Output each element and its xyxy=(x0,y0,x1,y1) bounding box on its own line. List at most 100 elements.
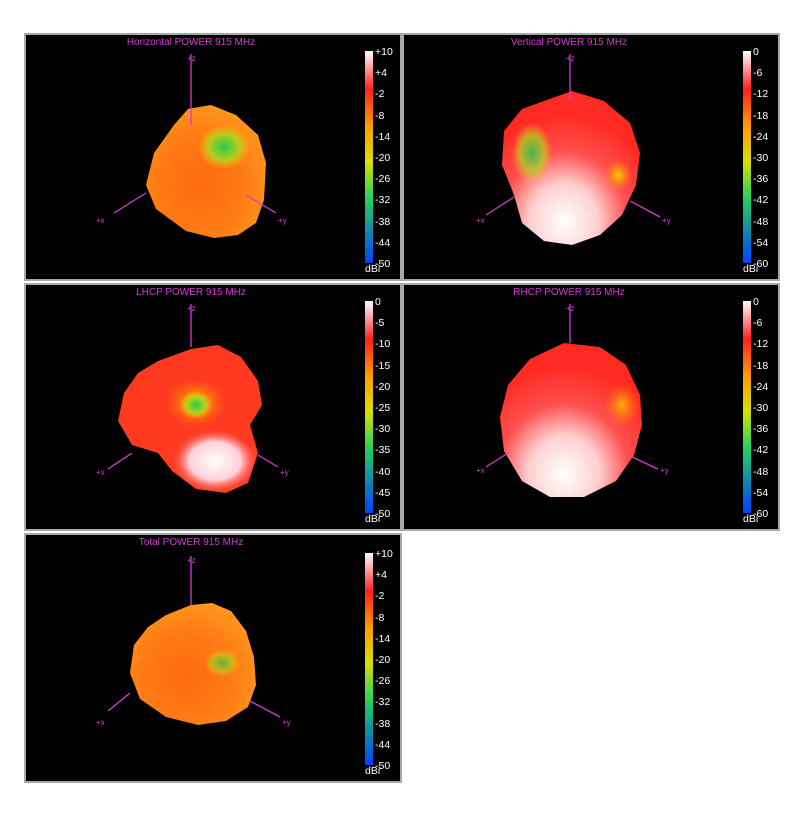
panel-title: RHCP POWER 915 MHz xyxy=(513,287,625,298)
panel-title: Horizontal POWER 915 MHz xyxy=(126,37,256,48)
scale-tick: -42 xyxy=(753,444,769,456)
horizontal-power-panel: +z +x +y Horizontal POWER 915 MHz +10 +4… xyxy=(24,33,402,281)
scale-tick: -36 xyxy=(753,423,769,435)
scale-tick: -50 xyxy=(375,258,391,270)
scale-tick: -24 xyxy=(753,131,769,143)
scale-tick: -54 xyxy=(753,237,769,249)
color-scale-ticks: +10 +4 -2 -8 -14 -20 -26 -32 -38 -44 -50 xyxy=(375,549,400,772)
scale-tick: -8 xyxy=(375,612,385,624)
scale-tick: -50 xyxy=(375,760,391,772)
horizontal-radiation-pattern xyxy=(146,105,266,238)
color-scale-ticks: 0 -6 -12 -18 -24 -30 -36 -42 -48 -54 -60 xyxy=(753,47,778,270)
x-axis-label: +x xyxy=(96,718,105,727)
z-axis-label: +z xyxy=(566,304,575,313)
scale-tick: -26 xyxy=(375,675,391,687)
y-axis-label: +y xyxy=(280,468,289,477)
scale-tick: 0 xyxy=(375,296,381,308)
z-axis-label: +z xyxy=(187,304,196,313)
scale-tick: -48 xyxy=(753,216,769,228)
rhcp-power-panel: +z +x +y RHCP POWER 915 MHz 0 -6 -12 -18… xyxy=(402,283,780,531)
scale-tick: -38 xyxy=(375,718,391,730)
scale-tick: -60 xyxy=(753,508,769,520)
panel-title: Total POWER 915 MHz xyxy=(138,537,244,548)
scale-tick: 0 xyxy=(753,296,759,308)
scale-tick: -44 xyxy=(375,739,391,751)
color-scale-bar xyxy=(365,301,373,513)
scale-tick: -38 xyxy=(375,216,391,228)
scale-unit: dBi xyxy=(365,765,381,777)
scale-unit: dBi xyxy=(743,513,759,525)
y-axis-label: +y xyxy=(278,216,287,225)
scale-tick: -45 xyxy=(375,487,391,499)
x-axis-label: +x xyxy=(96,216,105,225)
scale-tick: -2 xyxy=(375,590,385,602)
scale-tick: -42 xyxy=(753,194,769,206)
scale-tick: -60 xyxy=(753,258,769,270)
scale-tick: -35 xyxy=(375,444,391,456)
total-power-panel: +z +x +y Total POWER 915 MHz +10 +4 -2 -… xyxy=(24,533,402,783)
scale-tick: -6 xyxy=(753,67,763,79)
color-scale-bar xyxy=(743,51,751,263)
scale-tick: -12 xyxy=(753,88,769,100)
color-scale-bar xyxy=(365,553,373,765)
scale-tick: -26 xyxy=(375,173,391,185)
lhcp-power-panel: +z +x +y LHCP POWER 915 MHz 0 -5 -10 -15… xyxy=(24,283,402,531)
scale-tick: +4 xyxy=(375,67,387,79)
scale-tick: -14 xyxy=(375,131,391,143)
color-scale-ticks: 0 -6 -12 -18 -24 -30 -36 -42 -48 -54 -60 xyxy=(753,297,778,520)
total-pattern-plot: +z +x +y xyxy=(96,553,373,765)
scale-tick: -40 xyxy=(375,466,391,478)
rhcp-pattern-plot: +z +x +y xyxy=(476,301,751,513)
scale-tick: -20 xyxy=(375,381,391,393)
scale-tick: -18 xyxy=(753,110,769,122)
color-scale-ticks: +10 +4 -2 -8 -14 -20 -26 -32 -38 -44 -50 xyxy=(375,47,400,270)
scale-tick: -2 xyxy=(375,88,385,100)
y-axis-label: +y xyxy=(662,216,671,225)
scale-tick: -36 xyxy=(753,173,769,185)
scale-tick: +10 xyxy=(375,548,393,560)
color-scale-bar xyxy=(365,51,373,263)
scale-tick: +4 xyxy=(375,569,387,581)
vertical-power-panel: +z +x +y Vertical POWER 915 MHz 0 -6 -12… xyxy=(402,33,780,281)
scale-tick: -8 xyxy=(375,110,385,122)
color-scale-ticks: 0 -5 -10 -15 -20 -25 -30 -35 -40 -45 -50 xyxy=(375,297,400,520)
z-axis-label: +z xyxy=(187,556,196,565)
scale-tick: -30 xyxy=(753,152,769,164)
scale-tick: -18 xyxy=(753,360,769,372)
panel-title: Vertical POWER 915 MHz xyxy=(510,37,628,48)
scale-tick: +10 xyxy=(375,46,393,58)
scale-tick: -12 xyxy=(753,338,769,350)
scale-unit: dBi xyxy=(743,263,759,275)
z-axis-label: +z xyxy=(187,54,196,63)
total-radiation-pattern xyxy=(130,603,256,725)
y-axis-label: +y xyxy=(660,466,669,475)
x-axis-label: +x xyxy=(96,468,105,477)
y-axis-label: +y xyxy=(282,718,291,727)
scale-tick: -25 xyxy=(375,402,391,414)
lhcp-pattern-plot: +z +x +y xyxy=(96,301,373,513)
scale-tick: -6 xyxy=(753,317,763,329)
scale-tick: 0 xyxy=(753,46,759,58)
scale-tick: -24 xyxy=(753,381,769,393)
scale-tick: -48 xyxy=(753,466,769,478)
scale-unit: dBi xyxy=(365,263,381,275)
x-axis-label: +x xyxy=(476,466,485,475)
scale-unit: dBi xyxy=(365,513,381,525)
panel-title: LHCP POWER 915 MHz xyxy=(136,287,246,298)
color-scale-bar xyxy=(743,301,751,513)
rhcp-radiation-pattern xyxy=(500,343,642,497)
z-axis-label: +z xyxy=(566,54,575,63)
scale-tick: -30 xyxy=(753,402,769,414)
scale-tick: -32 xyxy=(375,696,391,708)
scale-tick: -14 xyxy=(375,633,391,645)
scale-tick: -50 xyxy=(375,508,391,520)
scale-tick: -5 xyxy=(375,317,385,329)
scale-tick: -54 xyxy=(753,487,769,499)
scale-tick: -20 xyxy=(375,654,391,666)
scale-tick: -10 xyxy=(375,338,391,350)
scale-tick: -30 xyxy=(375,423,391,435)
scale-tick: -20 xyxy=(375,152,391,164)
x-axis-label: +x xyxy=(476,216,485,225)
scale-tick: -15 xyxy=(375,360,391,372)
scale-tick: -32 xyxy=(375,194,391,206)
